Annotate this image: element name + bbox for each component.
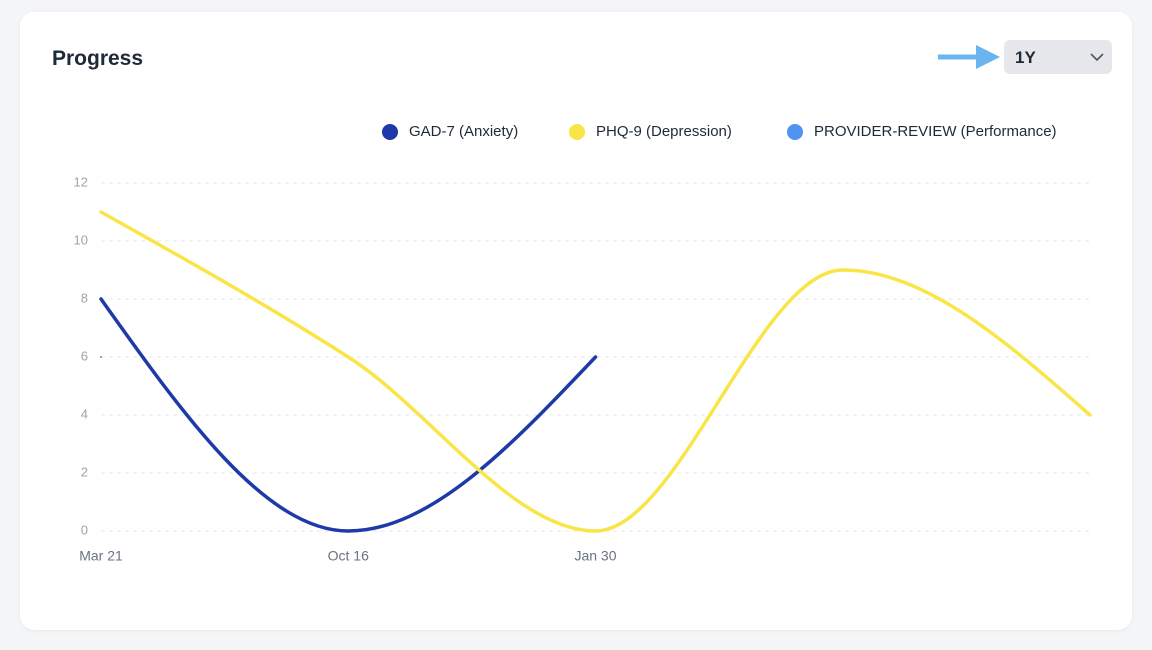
legend-label: PROVIDER-REVIEW (Performance) xyxy=(814,123,1057,140)
series-line xyxy=(99,297,598,533)
y-tick-label: 0 xyxy=(81,522,88,537)
y-tick-label: 6 xyxy=(81,348,88,363)
legend-label: PHQ-9 (Depression) xyxy=(596,123,732,140)
y-tick-label: 2 xyxy=(81,464,88,479)
chevron xyxy=(1090,53,1104,62)
legend-marker xyxy=(787,124,803,140)
range-dropdown[interactable]: 1Y xyxy=(1004,40,1112,74)
x-tick-label: Jan 30 xyxy=(574,548,616,564)
range-value: 1Y xyxy=(1015,48,1036,67)
legend-label: GAD-7 (Anxiety) xyxy=(409,123,518,140)
x-tick-label: Oct 16 xyxy=(328,548,369,564)
legend-marker xyxy=(569,124,585,140)
card-title: Progress xyxy=(52,47,144,70)
y-tick-label: 10 xyxy=(74,232,88,247)
y-tick-label: 12 xyxy=(74,174,88,189)
pointer-arrow xyxy=(938,45,1000,69)
legend-marker xyxy=(382,124,398,140)
series-line xyxy=(99,210,1092,533)
y-tick-label: 8 xyxy=(81,290,88,305)
y-tick-label: 4 xyxy=(81,406,88,421)
x-tick-label: Mar 21 xyxy=(79,548,123,564)
